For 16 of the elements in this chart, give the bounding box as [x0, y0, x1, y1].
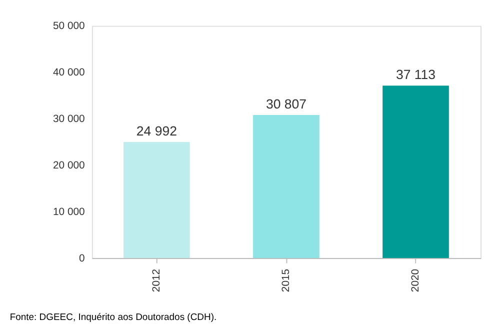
bar: [124, 142, 190, 258]
y-tick-label: 0: [79, 253, 86, 264]
data-label: 37 113: [396, 67, 436, 82]
source-note: Fonte: DGEEC, Inquérito aos Doutorados (CDH).: [10, 312, 217, 324]
bar: [253, 114, 320, 258]
x-tick-label: 2012: [152, 268, 163, 292]
data-label: 30 807: [266, 96, 306, 112]
x-tick-label: 2020: [410, 268, 422, 292]
y-tick-label: 10 000: [52, 206, 86, 218]
x-tick-label: 2015: [281, 268, 292, 292]
bar: [382, 86, 449, 258]
y-tick-label: 30 000: [52, 114, 86, 126]
y-tick-label: 20 000: [52, 160, 86, 172]
y-tick-label: 50 000: [52, 21, 86, 32]
y-tick-label: 40 000: [52, 68, 86, 79]
data-label: 24 992: [136, 123, 177, 138]
